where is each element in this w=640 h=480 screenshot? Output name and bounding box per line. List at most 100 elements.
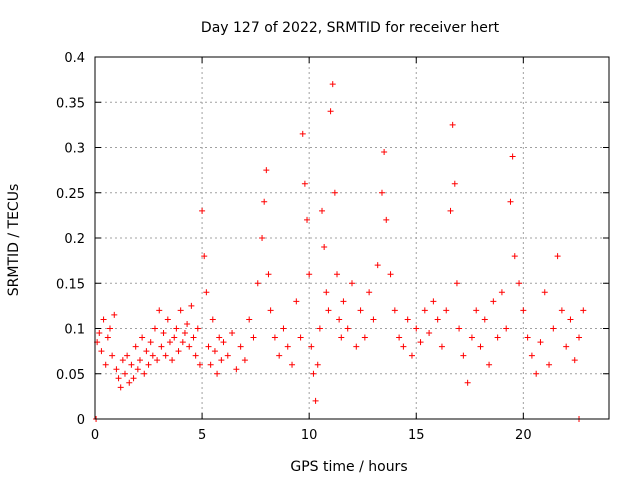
x-axis-label: GPS time / hours: [290, 459, 407, 475]
plot-frame: [94, 56, 610, 420]
data-point: [267, 307, 274, 314]
x-tick-label: 20: [515, 428, 532, 443]
data-point: [224, 352, 231, 359]
data-point: [481, 316, 488, 323]
data-point: [158, 343, 165, 350]
data-point: [102, 361, 109, 368]
data-point: [400, 343, 407, 350]
data-point: [169, 357, 176, 364]
data-point: [490, 298, 497, 305]
grid: [95, 57, 609, 419]
data-point: [136, 357, 143, 364]
data-point: [130, 375, 137, 382]
data-point: [580, 307, 587, 314]
data-point: [370, 316, 377, 323]
data-point: [383, 216, 390, 223]
data-point: [164, 316, 171, 323]
data-point: [214, 370, 221, 377]
data-point: [533, 370, 540, 377]
data-point: [173, 325, 180, 332]
data-point: [293, 298, 300, 305]
data-point: [265, 271, 272, 278]
data-point: [233, 366, 240, 373]
data-point: [404, 316, 411, 323]
data-point: [209, 316, 216, 323]
data-point: [297, 334, 304, 341]
data-point: [190, 334, 197, 341]
y-tick-label: 0.05: [56, 368, 85, 383]
data-point: [201, 253, 208, 260]
data-point: [188, 302, 195, 309]
data-point: [229, 330, 236, 337]
data-point: [139, 334, 146, 341]
data-point: [184, 320, 191, 327]
chart-title: Day 127 of 2022, SRMTID for receiver her…: [201, 20, 500, 36]
data-point: [284, 343, 291, 350]
data-point: [503, 325, 510, 332]
data-point: [374, 262, 381, 269]
data-point: [220, 339, 227, 346]
data-point: [154, 357, 161, 364]
data-point: [558, 307, 565, 314]
data-point: [511, 253, 518, 260]
y-tick-label: 0.25: [56, 187, 85, 202]
y-tick-label: 0.3: [64, 142, 85, 157]
data-point: [186, 343, 193, 350]
data-point: [119, 357, 126, 364]
data-point: [421, 307, 428, 314]
data-point: [563, 343, 570, 350]
data-point: [381, 149, 388, 156]
data-points: [93, 81, 587, 422]
data-point: [325, 307, 332, 314]
data-point: [109, 352, 116, 359]
data-point: [162, 352, 169, 359]
data-point: [336, 316, 343, 323]
data-point: [156, 307, 163, 314]
data-point: [537, 339, 544, 346]
data-point: [353, 343, 360, 350]
data-point: [312, 397, 319, 404]
data-point: [160, 330, 167, 337]
data-point: [349, 280, 355, 287]
data-point: [145, 361, 152, 368]
data-point: [447, 207, 454, 214]
data-point: [96, 330, 103, 337]
data-point: [509, 153, 516, 160]
data-point: [203, 289, 210, 296]
x-tick-label: 5: [198, 428, 206, 443]
data-point: [205, 343, 212, 350]
y-tick-label: 0.1: [64, 323, 85, 338]
data-point: [310, 370, 317, 377]
data-point: [443, 307, 450, 314]
data-point: [299, 130, 306, 137]
data-point: [132, 343, 139, 350]
data-point: [329, 81, 336, 88]
data-point: [263, 167, 270, 174]
data-point: [308, 343, 315, 350]
data-point: [516, 280, 523, 287]
data-point: [396, 334, 403, 341]
data-point: [259, 235, 266, 241]
data-point: [524, 334, 531, 341]
data-point: [304, 216, 311, 223]
data-point: [196, 361, 203, 368]
data-point: [314, 361, 321, 368]
data-point: [571, 357, 578, 364]
data-point: [100, 316, 107, 323]
data-point: [181, 330, 188, 337]
data-point: [408, 352, 415, 359]
data-point: [177, 307, 184, 314]
data-point: [216, 334, 223, 341]
data-point: [117, 384, 124, 391]
data-point: [434, 316, 441, 323]
data-point: [323, 289, 330, 296]
data-point: [104, 334, 111, 341]
data-point: [344, 325, 351, 332]
data-point: [460, 352, 467, 359]
data-point: [321, 244, 328, 251]
data-point: [387, 271, 394, 278]
y-tick-label: 0.2: [64, 232, 85, 247]
data-point: [306, 271, 313, 278]
data-point: [464, 379, 471, 386]
